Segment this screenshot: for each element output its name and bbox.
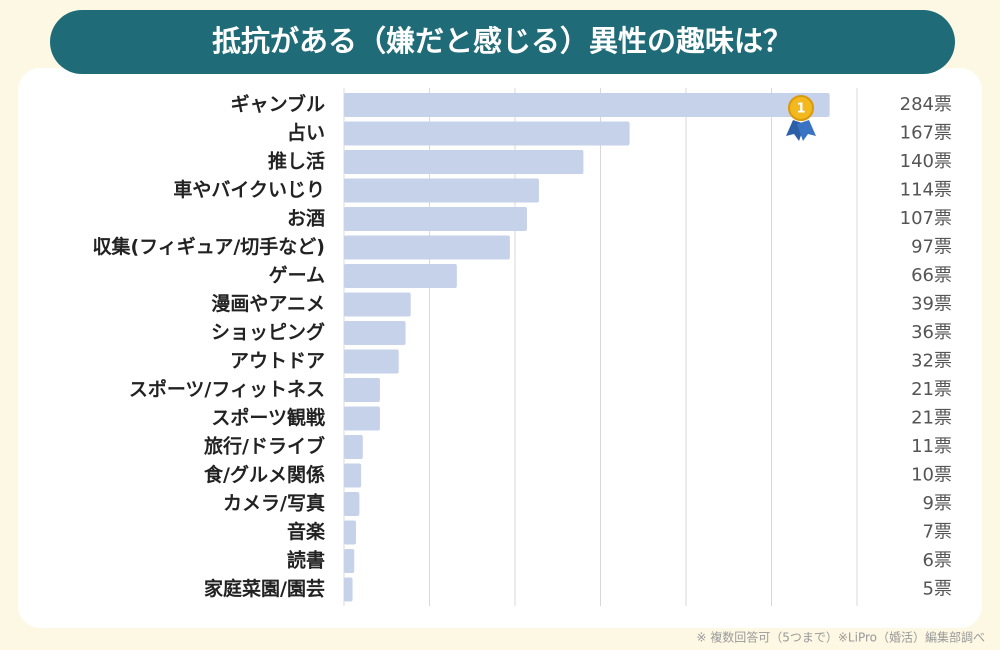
bar	[344, 150, 584, 174]
value-label: 66票	[911, 265, 952, 286]
bar	[344, 378, 380, 402]
bar	[344, 349, 399, 374]
value-label: 11票	[911, 436, 952, 457]
bar	[344, 93, 830, 117]
bar	[344, 492, 360, 516]
bar	[344, 264, 457, 288]
y-tick-label: アウトドア	[230, 350, 325, 372]
footnote: ※ 複数回答可（5つまで）※LiPro（婚活）編集部調べ	[696, 630, 985, 645]
value-label: 39票	[911, 294, 952, 315]
y-tick-label: 家庭菜園/園芸	[204, 577, 325, 600]
bar	[344, 292, 411, 317]
y-tick-label: 読書	[287, 549, 325, 572]
value-label: 284票	[900, 94, 952, 115]
value-label: 32票	[911, 351, 952, 372]
y-tick-label: スポーツ/フィットネス	[129, 378, 325, 401]
chart-title: 抵抗がある（嫌だと感じる）異性の趣味は？	[212, 24, 792, 58]
value-label: 97票	[911, 237, 952, 258]
value-label: 6票	[923, 550, 952, 571]
bar	[344, 520, 356, 545]
y-tick-label: カメラ/写真	[223, 492, 325, 515]
value-label: 10票	[911, 465, 952, 486]
y-tick-label: ゲーム	[269, 265, 325, 287]
y-tick-label: ショッピング	[211, 321, 325, 344]
y-tick-label: ギャンブル	[231, 93, 325, 116]
y-tick-label: 旅行/ドライブ	[204, 435, 325, 458]
bar	[344, 235, 510, 260]
value-label: 7票	[923, 522, 952, 543]
value-label: 9票	[923, 493, 952, 514]
y-tick-label: 推し活	[268, 150, 325, 173]
bar	[344, 549, 355, 573]
bar	[344, 435, 363, 459]
bar	[344, 577, 353, 602]
value-label: 167票	[900, 123, 952, 144]
y-tick-label: 収集(フィギュア/切手など)	[92, 235, 325, 258]
y-tick-label: 車やバイクいじり	[173, 178, 325, 201]
medal-icon: 1	[786, 95, 816, 141]
value-label: 5票	[923, 579, 952, 600]
y-tick-label: 占い	[287, 121, 325, 144]
y-tick-label: スポーツ観戦	[211, 406, 325, 429]
title-pill	[50, 10, 955, 74]
bar	[344, 207, 527, 231]
y-tick-label: 漫画やアニメ	[211, 293, 325, 315]
bar	[344, 121, 630, 146]
panel	[18, 68, 982, 628]
value-label: 114票	[900, 180, 952, 201]
value-label: 107票	[900, 208, 952, 229]
value-label: 36票	[911, 322, 952, 343]
value-label: 140票	[900, 151, 952, 172]
bar	[344, 406, 380, 431]
value-label: 21票	[911, 408, 952, 429]
svg-text:1: 1	[796, 102, 805, 117]
y-tick-label: お酒	[287, 208, 325, 230]
y-tick-label: 食/グルメ関係	[204, 463, 325, 486]
y-tick-label: 音楽	[287, 520, 326, 543]
value-label: 21票	[911, 379, 952, 400]
bar	[344, 178, 539, 203]
bar	[344, 321, 406, 345]
bar	[344, 463, 362, 488]
